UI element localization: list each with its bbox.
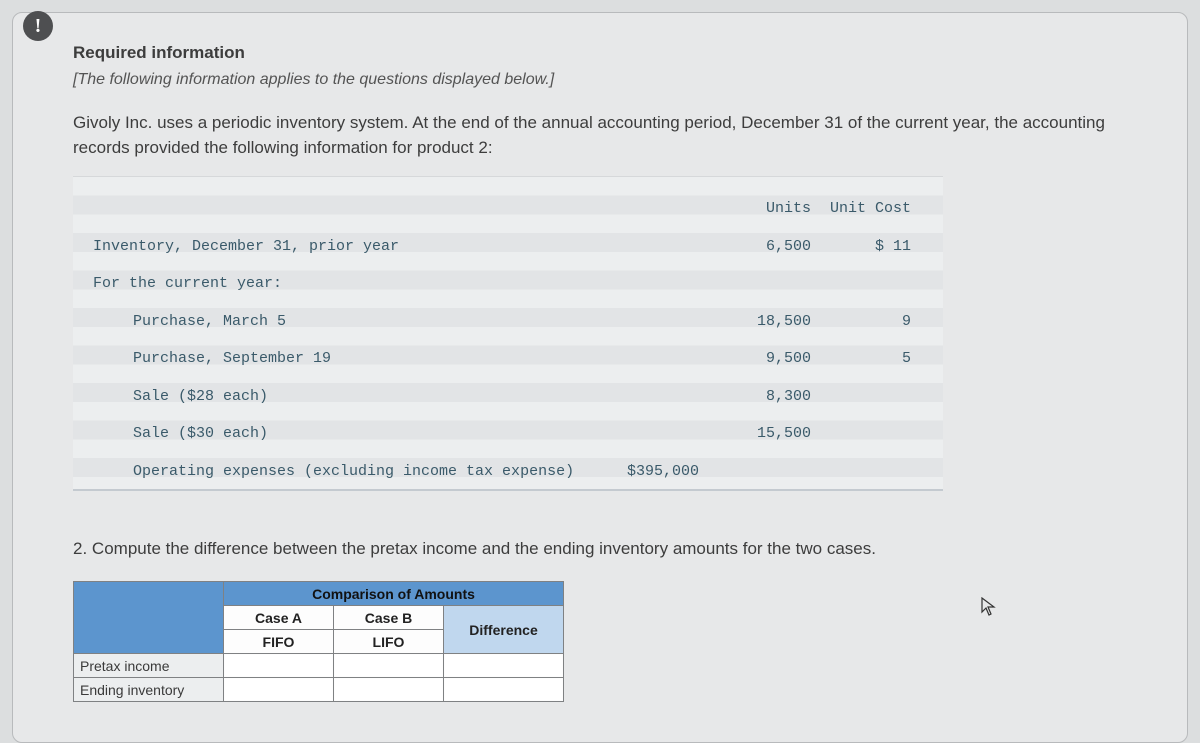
question-text: Compute the difference between the preta… — [92, 539, 876, 558]
input-endinv-lifo[interactable] — [335, 679, 442, 700]
row-desc: Purchase, September 19 — [73, 350, 603, 369]
row-label-pretax: Pretax income — [74, 654, 224, 678]
row-cost — [823, 425, 923, 444]
table-title-row: Comparison of Amounts — [224, 582, 564, 606]
row-units — [723, 463, 823, 482]
comparison-table: Comparison of Amounts Case A Case B Diff… — [73, 581, 564, 702]
input-pretax-fifo[interactable] — [225, 655, 332, 676]
question-prompt: 2. Compute the difference between the pr… — [73, 539, 1147, 559]
row-cost: $ 11 — [823, 238, 923, 257]
inventory-data-block: UnitsUnit Cost Inventory, December 31, p… — [73, 176, 943, 491]
row-units — [723, 275, 823, 294]
header-lifo: LIFO — [334, 630, 444, 654]
row-label-ending-inv: Ending inventory — [74, 678, 224, 702]
row-desc: Sale ($30 each) — [73, 425, 603, 444]
cursor-icon — [981, 597, 997, 622]
input-pretax-diff[interactable] — [445, 655, 562, 676]
col-header-units: Units — [723, 200, 823, 219]
row-amount — [603, 350, 723, 369]
question-number: 2. — [73, 539, 87, 558]
row-units: 9,500 — [723, 350, 823, 369]
row-amount — [603, 388, 723, 407]
question-card: ! Required information [The following in… — [12, 12, 1188, 743]
header-difference: Difference — [444, 606, 564, 654]
col-header-amount — [603, 200, 723, 219]
row-desc: Purchase, March 5 — [73, 313, 603, 332]
header-fifo: FIFO — [224, 630, 334, 654]
input-endinv-diff[interactable] — [445, 679, 562, 700]
row-desc: Operating expenses (excluding income tax… — [73, 463, 603, 482]
row-amount — [603, 425, 723, 444]
row-desc: Inventory, December 31, prior year — [73, 238, 603, 257]
alert-badge-icon: ! — [23, 11, 53, 41]
row-cost: 5 — [823, 350, 923, 369]
col-header-unit-cost: Unit Cost — [823, 200, 923, 219]
row-amount — [603, 238, 723, 257]
input-endinv-fifo[interactable] — [225, 679, 332, 700]
row-cost — [823, 388, 923, 407]
col-header-desc — [73, 200, 603, 219]
row-cost: 9 — [823, 313, 923, 332]
row-units: 8,300 — [723, 388, 823, 407]
table-corner-blank — [74, 582, 224, 654]
row-units: 15,500 — [723, 425, 823, 444]
section-title: Required information — [73, 43, 1147, 63]
row-amount — [603, 313, 723, 332]
input-pretax-lifo[interactable] — [335, 655, 442, 676]
row-desc: Sale ($28 each) — [73, 388, 603, 407]
intro-paragraph: Givoly Inc. uses a periodic inventory sy… — [73, 111, 1133, 160]
header-case-b: Case B — [334, 606, 444, 630]
row-desc: For the current year: — [73, 275, 603, 294]
row-amount — [603, 275, 723, 294]
row-amount: $395,000 — [603, 463, 723, 482]
row-cost — [823, 463, 923, 482]
row-units: 6,500 — [723, 238, 823, 257]
applies-note: [The following information applies to th… — [73, 71, 1147, 89]
row-units: 18,500 — [723, 313, 823, 332]
header-case-a: Case A — [224, 606, 334, 630]
row-cost — [823, 275, 923, 294]
